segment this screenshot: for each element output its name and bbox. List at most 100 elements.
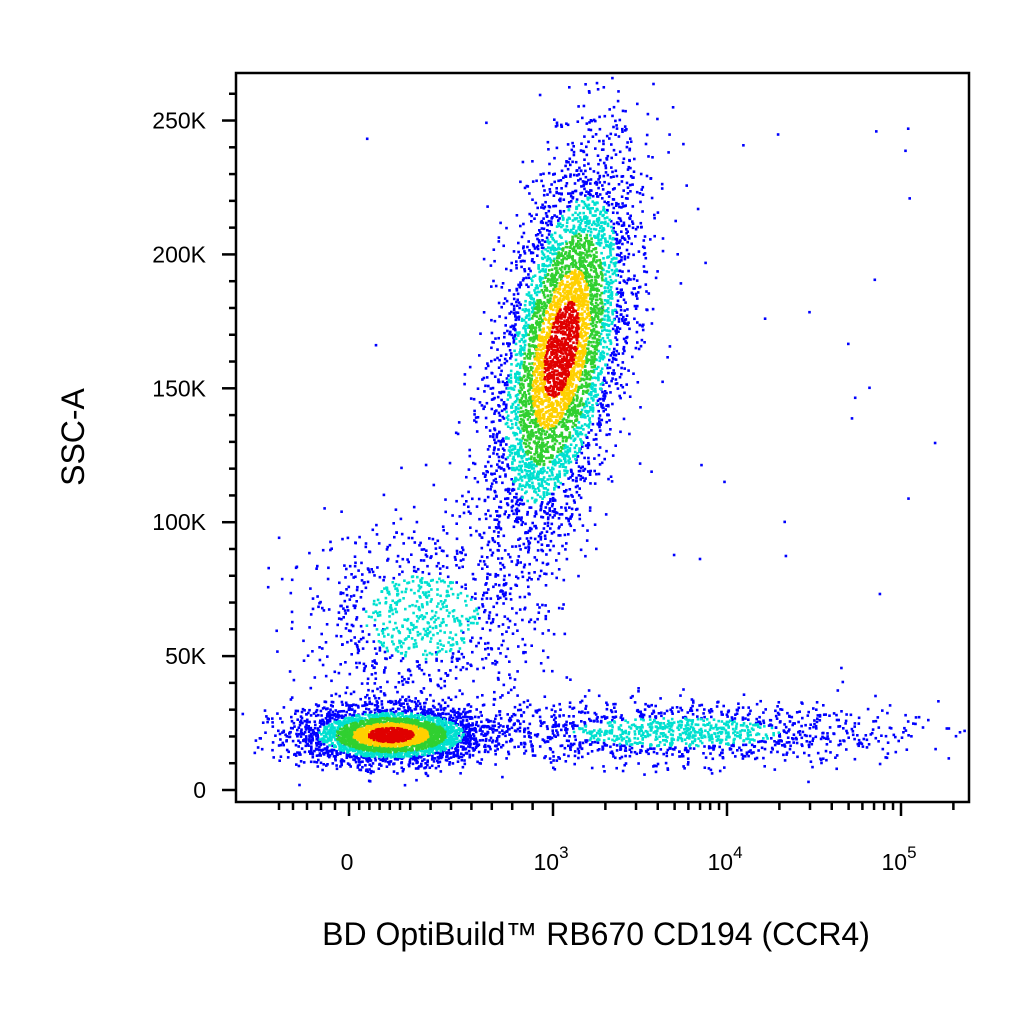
- event-dot: [607, 290, 610, 294]
- event-dot: [596, 374, 600, 377]
- event-dot: [292, 721, 296, 725]
- event-dot: [529, 740, 532, 743]
- event-dot: [512, 488, 516, 491]
- event-dot: [457, 712, 460, 715]
- event-dot: [461, 733, 464, 737]
- event-dot: [550, 532, 554, 535]
- event-dot: [618, 281, 622, 284]
- event-dot: [616, 363, 620, 367]
- event-dot: [526, 185, 530, 188]
- event-dot: [535, 284, 539, 288]
- event-dot: [368, 763, 371, 766]
- event-dot: [549, 469, 552, 472]
- event-dot: [485, 725, 488, 728]
- event-dot: [566, 205, 569, 208]
- event-dot: [806, 714, 810, 717]
- event-dot: [639, 344, 643, 348]
- event-dot: [470, 724, 473, 727]
- event-dot: [324, 674, 328, 678]
- event-dot: [904, 729, 908, 732]
- event-dot: [542, 207, 546, 210]
- event-dot: [316, 564, 319, 568]
- event-dot: [614, 230, 617, 234]
- event-dot: [518, 468, 521, 472]
- event-dot: [299, 760, 303, 763]
- event-dot: [477, 743, 481, 746]
- event-dot: [494, 752, 497, 756]
- event-dot: [636, 225, 639, 229]
- event-dot: [310, 745, 313, 748]
- event-dot: [547, 233, 551, 236]
- event-dot: [563, 472, 567, 476]
- event-dot: [629, 696, 633, 699]
- event-dot: [485, 732, 489, 736]
- event-dot: [510, 261, 513, 265]
- event-dot: [570, 493, 573, 497]
- event-dot: [641, 193, 645, 196]
- event-dot: [504, 475, 507, 478]
- event-dot: [824, 749, 828, 753]
- event-dot: [465, 500, 468, 503]
- event-dot: [800, 743, 803, 746]
- event-dot: [481, 704, 485, 707]
- event-dot: [531, 481, 534, 485]
- event-dot: [540, 502, 543, 506]
- event-dot: [451, 762, 455, 765]
- event-dot: [431, 716, 435, 720]
- event-dot: [616, 99, 620, 103]
- event-dot: [680, 708, 684, 712]
- event-dot: [608, 329, 612, 333]
- event-dot: [484, 517, 488, 521]
- event-dot: [335, 767, 339, 771]
- event-dot: [508, 342, 511, 346]
- event-dot: [649, 238, 652, 241]
- event-dot: [595, 402, 598, 405]
- event-dot: [512, 304, 516, 308]
- event-dot: [518, 595, 522, 599]
- event-dot: [615, 273, 618, 277]
- event-dot: [601, 381, 604, 385]
- event-dot: [271, 741, 275, 744]
- event-dot: [506, 724, 509, 728]
- event-dot: [525, 314, 529, 317]
- event-dot: [517, 555, 521, 558]
- event-dot: [625, 322, 628, 325]
- event-dot: [844, 719, 848, 723]
- event-dot: [489, 387, 493, 390]
- event-dot: [492, 420, 495, 423]
- event-dot: [478, 517, 481, 521]
- event-dot: [543, 695, 547, 698]
- event-dot: [400, 702, 403, 706]
- event-dot: [511, 387, 514, 390]
- event-dot: [541, 561, 545, 565]
- event-dot: [628, 754, 632, 758]
- event-dot: [609, 297, 612, 300]
- event-dot: [528, 301, 532, 305]
- event-dot: [322, 729, 326, 732]
- event-dot: [599, 238, 603, 241]
- event-dot: [495, 526, 499, 530]
- event-dot: [490, 331, 494, 335]
- event-dot: [527, 273, 530, 276]
- event-dot: [457, 716, 460, 720]
- event-dot: [339, 750, 342, 754]
- event-dot: [541, 276, 544, 280]
- event-dot: [456, 743, 460, 746]
- event-dot: [520, 714, 523, 718]
- event-dot: [539, 507, 543, 511]
- event-dot: [309, 587, 312, 590]
- event-dot: [539, 173, 542, 176]
- event-dot: [578, 216, 582, 219]
- event-dot: [323, 747, 327, 750]
- event-dot: [504, 734, 507, 738]
- event-dot: [561, 218, 565, 221]
- event-dot: [271, 725, 275, 728]
- event-dot: [339, 752, 342, 756]
- event-dot: [427, 751, 430, 754]
- event-dot: [634, 227, 638, 231]
- event-dot: [334, 755, 338, 758]
- event-dot: [515, 492, 518, 496]
- event-dot: [593, 457, 596, 460]
- event-dot: [484, 512, 487, 516]
- event-dot: [874, 736, 878, 740]
